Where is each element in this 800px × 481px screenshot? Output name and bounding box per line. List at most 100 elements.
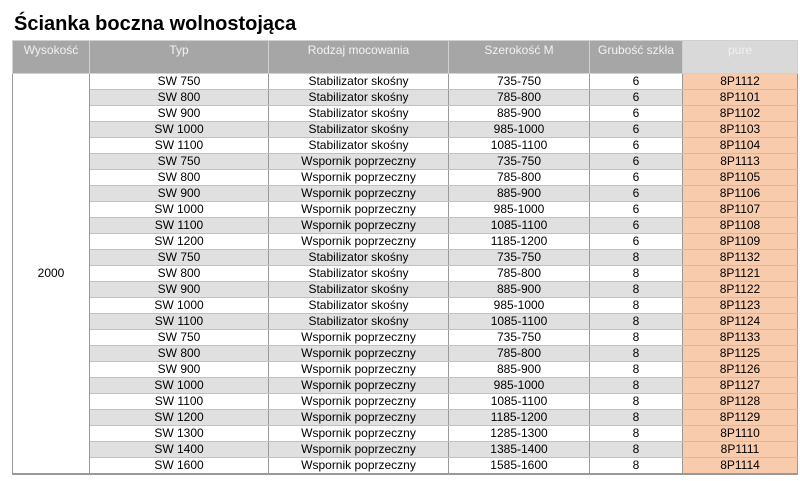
thickness-cell: 8 (589, 281, 683, 298)
mounting-cell: Wspornik poprzeczny (268, 361, 449, 378)
type-cell: SW 800 (89, 265, 269, 282)
mounting-cell: Wspornik poprzeczny (268, 345, 449, 362)
mounting-cell: Wspornik poprzeczny (268, 425, 449, 442)
table-row: SW 1400 Wspornik poprzeczny 1385-1400 8 8P11… (13, 441, 798, 458)
mounting-cell: Wspornik poprzeczny (268, 409, 449, 426)
thickness-cell: 6 (589, 73, 683, 90)
mounting-cell: Wspornik poprzeczny (268, 329, 449, 346)
table-row: SW 1000 Wspornik poprzeczny 985-1000 6 8P110… (13, 201, 798, 218)
thickness-cell: 6 (589, 89, 683, 106)
thickness-cell: 6 (589, 137, 683, 154)
header-height: Wysokość (12, 40, 90, 74)
code-cell: 8P1108 (682, 217, 798, 234)
mounting-cell: Stabilizator skośny (268, 281, 449, 298)
code-cell: 8P1114 (682, 457, 798, 475)
table-row: SW 1300 Wspornik poprzeczny 1285-1300 8 8P11… (13, 425, 798, 442)
thickness-cell: 8 (589, 377, 683, 394)
header-pure: pure (682, 40, 798, 74)
code-cell: 8P1102 (682, 105, 798, 122)
width-cell: 885-900 (448, 361, 590, 378)
code-cell: 8P1124 (682, 313, 798, 330)
code-cell: 8P1128 (682, 393, 798, 410)
mounting-cell: Wspornik poprzeczny (268, 169, 449, 186)
page-title: Ścianka boczna wolnostojąca (14, 13, 297, 35)
mounting-cell: Wspornik poprzeczny (268, 201, 449, 218)
table-row: SW 1000 Wspornik poprzeczny 985-1000 8 8P112… (13, 377, 798, 394)
mounting-cell: Stabilizator skośny (268, 73, 449, 90)
mounting-cell: Stabilizator skośny (268, 89, 449, 106)
thickness-cell: 8 (589, 329, 683, 346)
thickness-cell: 6 (589, 169, 683, 186)
mounting-cell: Wspornik poprzeczny (268, 457, 449, 475)
mounting-cell: Stabilizator skośny (268, 265, 449, 282)
type-cell: SW 1000 (89, 201, 269, 218)
type-cell: SW 1600 (89, 457, 269, 475)
mounting-cell: Stabilizator skośny (268, 137, 449, 154)
code-cell: 8P1123 (682, 297, 798, 314)
width-cell: 1085-1100 (448, 313, 590, 330)
table-row: SW 1200 Wspornik poprzeczny 1185-1200 8 8P11… (13, 409, 798, 426)
width-cell: 985-1000 (448, 201, 590, 218)
table-row: SW 1600 Wspornik poprzeczny 1585-1600 8 8P11… (13, 457, 798, 475)
table-row: SW 1000 Stabilizator skośny 985-1000 6 8P110… (13, 121, 798, 138)
table-row: SW 750 Stabilizator skośny 735-750 8 8P1132 (13, 249, 798, 266)
type-cell: SW 750 (89, 153, 269, 170)
table-row: SW 1100 Wspornik poprzeczny 1085-1100 6 8P11… (13, 217, 798, 234)
width-cell: 735-750 (448, 73, 590, 90)
width-cell: 1385-1400 (448, 441, 590, 458)
type-cell: SW 800 (89, 169, 269, 186)
type-cell: SW 1100 (89, 137, 269, 154)
width-cell: 1085-1100 (448, 393, 590, 410)
thickness-cell: 8 (589, 249, 683, 266)
width-cell: 1085-1100 (448, 217, 590, 234)
mounting-cell: Wspornik poprzeczny (268, 377, 449, 394)
type-cell: SW 900 (89, 281, 269, 298)
mounting-cell: Stabilizator skośny (268, 121, 449, 138)
table-row: SW 1100 Wspornik poprzeczny 1085-1100 8 8P11… (13, 393, 798, 410)
table-row: SW 800 Wspornik poprzeczny 785-800 6 8P1105 (13, 169, 798, 186)
product-table: Wysokość Typ Rodzaj mocowania Szerokość … (12, 40, 798, 475)
type-cell: SW 1000 (89, 297, 269, 314)
width-cell: 785-800 (448, 345, 590, 362)
type-cell: SW 1000 (89, 121, 269, 138)
thickness-cell: 6 (589, 121, 683, 138)
table-row: SW 800 Wspornik poprzeczny 785-800 8 8P1125 (13, 345, 798, 362)
code-cell: 8P1126 (682, 361, 798, 378)
code-cell: 8P1121 (682, 265, 798, 282)
type-cell: SW 1200 (89, 409, 269, 426)
thickness-cell: 8 (589, 345, 683, 362)
width-cell: 985-1000 (448, 377, 590, 394)
width-cell: 1285-1300 (448, 425, 590, 442)
code-cell: 8P1122 (682, 281, 798, 298)
type-cell: SW 1400 (89, 441, 269, 458)
thickness-cell: 6 (589, 201, 683, 218)
code-cell: 8P1101 (682, 89, 798, 106)
type-cell: SW 1000 (89, 377, 269, 394)
type-cell: SW 800 (89, 345, 269, 362)
width-cell: 785-800 (448, 89, 590, 106)
mounting-cell: Wspornik poprzeczny (268, 441, 449, 458)
code-cell: 8P1109 (682, 233, 798, 250)
thickness-cell: 8 (589, 265, 683, 282)
type-cell: SW 1100 (89, 313, 269, 330)
code-cell: 8P1103 (682, 121, 798, 138)
thickness-cell: 6 (589, 153, 683, 170)
thickness-cell: 8 (589, 425, 683, 442)
thickness-cell: 8 (589, 313, 683, 330)
mounting-cell: Stabilizator skośny (268, 249, 449, 266)
mounting-cell: Stabilizator skośny (268, 105, 449, 122)
mounting-cell: Stabilizator skośny (268, 297, 449, 314)
width-cell: 785-800 (448, 169, 590, 186)
thickness-cell: 6 (589, 105, 683, 122)
header-width: Szerokość M (448, 40, 590, 74)
type-cell: SW 900 (89, 185, 269, 202)
header-glass-thickness: Grubość szkła (589, 40, 683, 74)
type-cell: SW 900 (89, 361, 269, 378)
table-row: SW 1100 Stabilizator skośny 1085-1100 8 8P11… (13, 313, 798, 330)
height-cell: 2000 (12, 73, 90, 475)
table-row: SW 900 Wspornik poprzeczny 885-900 6 8P1106 (13, 185, 798, 202)
type-cell: SW 800 (89, 89, 269, 106)
thickness-cell: 8 (589, 457, 683, 475)
code-cell: 8P1107 (682, 201, 798, 218)
width-cell: 885-900 (448, 105, 590, 122)
